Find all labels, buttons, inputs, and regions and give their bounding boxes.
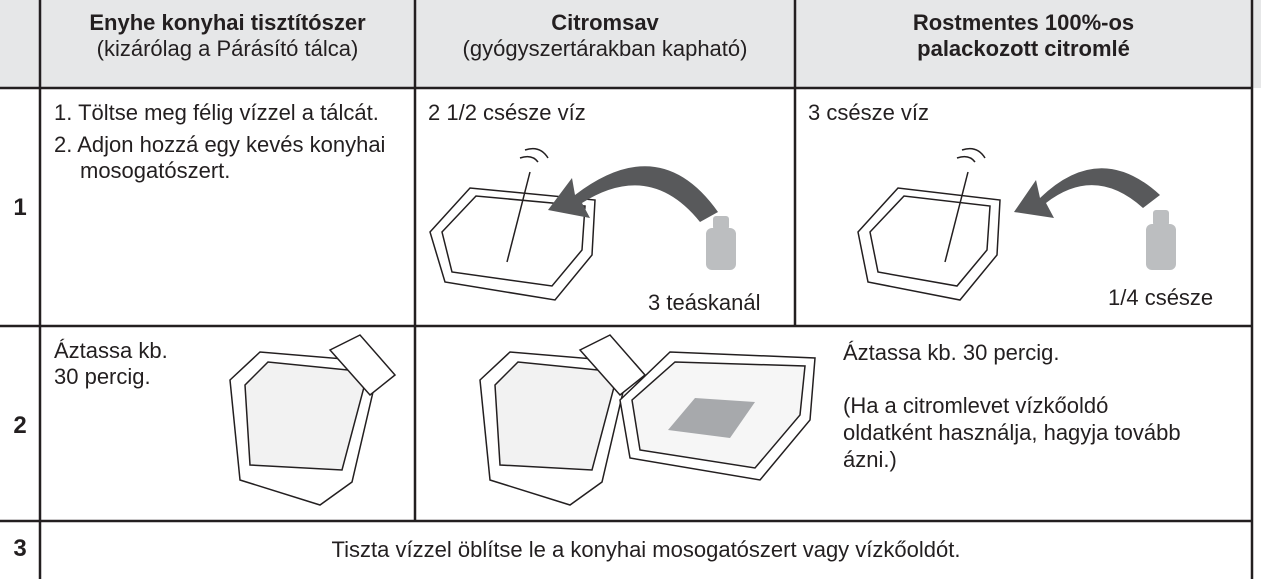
text-line: Áztassa kb. <box>54 338 168 363</box>
steps: 1. Töltse meg félig vízzel a tálcát. 2. … <box>54 100 404 184</box>
header-title: Enyhe konyhai tisztítószer <box>89 10 366 35</box>
header-background <box>0 0 1261 88</box>
header-title: Citromsav <box>551 10 659 35</box>
cell-text: 2 1/2 csésze víz <box>428 100 586 125</box>
header-title: Rostmentes 100%-os <box>912 10 1135 35</box>
cell-text: 3 csésze víz <box>808 100 930 125</box>
header-cell: Rostmentes 100%-os palackozott citromlé <box>795 10 1252 62</box>
amount: 3 teáskanál <box>648 290 761 315</box>
text-line: 30 percig. <box>54 364 151 389</box>
cell-text: Áztassa kb. 30 percig. <box>54 338 168 390</box>
header-cell: Citromsav (gyógyszertárakban kapható) <box>415 10 795 62</box>
step: 1. Töltse meg félig vízzel a tálcát. <box>54 100 379 125</box>
text: Áztassa kb. 30 percig. <box>843 340 1060 365</box>
cell-text: Áztassa kb. 30 percig. (Ha a citromlevet… <box>843 340 1203 473</box>
header-subtitle: (gyógyszertárakban kapható) <box>462 36 748 61</box>
corner-cell <box>0 0 40 88</box>
row-number: 1 <box>13 194 27 221</box>
header-subtitle: (kizárólag a Párásító tálca) <box>96 36 359 61</box>
cell-text: Tiszta vízzel öblítse le a konyhai mosog… <box>331 537 961 562</box>
note: (Ha a citromlevet vízkőoldó oldatként ha… <box>843 393 1181 472</box>
amount: 1/4 csésze <box>1108 285 1214 310</box>
step: 2. Adjon hozzá egy kevés konyhai mosogat… <box>54 132 386 183</box>
header-cell: Enyhe konyhai tisztítószer (kizárólag a … <box>40 10 415 62</box>
header-title: palackozott citromlé <box>917 36 1130 61</box>
row-number: 3 <box>13 535 27 562</box>
row-number: 2 <box>13 412 27 439</box>
